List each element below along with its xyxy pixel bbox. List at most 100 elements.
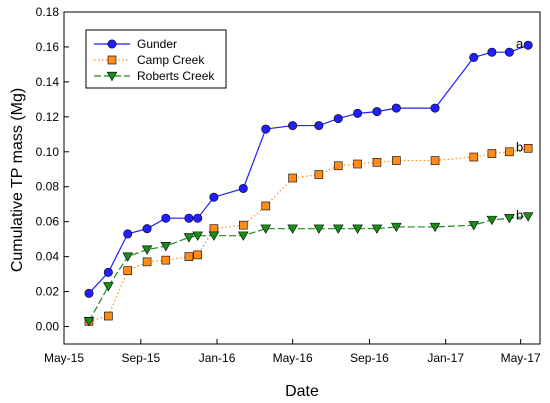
y-tick-label: 0.18: [36, 5, 60, 19]
data-point: [261, 124, 271, 134]
data-point: [193, 250, 202, 260]
data-point: [193, 213, 203, 223]
data-point: [141, 245, 153, 255]
x-tick-label: Jan-17: [427, 351, 464, 365]
data-point: [314, 121, 324, 131]
y-tick-label: 0.04: [36, 250, 60, 264]
data-point: [333, 161, 343, 171]
data-point: [84, 288, 94, 298]
data-point: [288, 121, 298, 131]
data-point: [288, 173, 297, 183]
plot-frame-group: [63, 11, 541, 345]
data-point: [504, 47, 514, 57]
data-point: [83, 317, 95, 327]
x-tick-label: Sep-16: [350, 351, 389, 365]
series-end-label: b: [516, 207, 523, 222]
data-point: [209, 224, 219, 233]
data-point: [261, 201, 271, 211]
data-point: [487, 149, 497, 158]
x-axis: May-15 Sep-15 Jan-16 May-16 Sep-16 Jan-17 May-…: [44, 339, 541, 365]
series-end-labels: a b b: [516, 36, 524, 222]
legend-label: Gunder: [137, 37, 177, 51]
x-tick-label: May-17: [501, 351, 541, 365]
data-point: [238, 183, 248, 193]
plot-frame: [63, 11, 541, 345]
legend-marker: [107, 55, 117, 65]
y-tick-label: 0.10: [36, 145, 60, 159]
data-point: [161, 255, 171, 265]
y-axis-title: Cumulative TP mass (Mg): [9, 88, 26, 272]
series-roberts-creek: [83, 212, 534, 327]
data-point: [237, 231, 249, 241]
x-tick-label: Sep-15: [121, 351, 160, 365]
legend-label: Camp Creek: [137, 53, 205, 67]
series-end-label: b: [516, 139, 523, 154]
data-point: [104, 311, 113, 321]
data-point: [486, 215, 498, 226]
y-tick-label: 0.08: [36, 180, 60, 194]
data-point: [123, 229, 133, 239]
y-tick-label: 0.16: [36, 40, 60, 54]
y-tick-label: 0.12: [36, 110, 60, 124]
data-point: [391, 222, 402, 233]
data-point: [103, 282, 114, 292]
x-tick-label: May-16: [273, 351, 313, 365]
data-point: [505, 147, 514, 157]
data-point: [371, 224, 383, 234]
data-point: [429, 222, 441, 233]
data-point: [208, 231, 220, 241]
series-gunder: [84, 40, 533, 298]
data-point: [238, 220, 248, 230]
y-axis: 0.00 0.02 0.04 0.06 0.08 0.10 0.12 0.14 0.16 0.18: [36, 5, 69, 334]
data-point: [372, 107, 382, 117]
data-point: [184, 213, 194, 223]
y-tick-label: 0.14: [36, 75, 60, 89]
data-point: [103, 267, 113, 277]
legend: Gunder Camp Creek Roberts Creek: [85, 29, 227, 89]
data-point: [522, 212, 534, 222]
data-point: [332, 224, 344, 234]
data-point: [523, 143, 533, 153]
data-point: [122, 252, 134, 262]
legend-marker: [106, 71, 118, 82]
series-end-label: a: [516, 36, 524, 51]
data-point: [313, 224, 325, 234]
data-point: [372, 157, 382, 167]
data-point: [161, 213, 171, 223]
series-camp-creek: [84, 143, 533, 326]
series-line: [88, 147, 529, 322]
data-point: [142, 257, 152, 267]
data-point: [487, 47, 497, 57]
data-point: [353, 159, 362, 169]
data-point: [192, 231, 203, 241]
series-layer: [83, 40, 534, 327]
y-tick-label: 0.06: [36, 215, 60, 229]
data-point: [352, 224, 363, 234]
y-tick-label: 0.00: [36, 320, 60, 334]
legend-label: Roberts Creek: [137, 69, 215, 83]
data-point: [184, 252, 194, 261]
data-point: [430, 156, 440, 165]
data-point: [391, 103, 401, 113]
data-point: [468, 221, 480, 231]
data-point: [392, 156, 401, 165]
legend-marker: [107, 39, 117, 49]
data-point: [123, 266, 133, 275]
y-tick-label: 0.02: [36, 285, 60, 299]
data-point: [523, 40, 533, 50]
data-point: [504, 214, 515, 224]
data-point: [353, 108, 363, 118]
data-point: [260, 224, 272, 234]
series-line: [88, 215, 529, 322]
x-axis-title: Date: [285, 383, 319, 400]
x-tick-label: May-15: [44, 351, 84, 365]
data-point: [430, 103, 440, 113]
data-point: [333, 114, 343, 124]
data-point: [160, 242, 172, 252]
data-point: [287, 224, 298, 234]
data-point: [469, 152, 479, 162]
data-point: [142, 224, 152, 234]
x-tick-label: Jan-16: [199, 351, 236, 365]
data-point: [469, 52, 479, 62]
